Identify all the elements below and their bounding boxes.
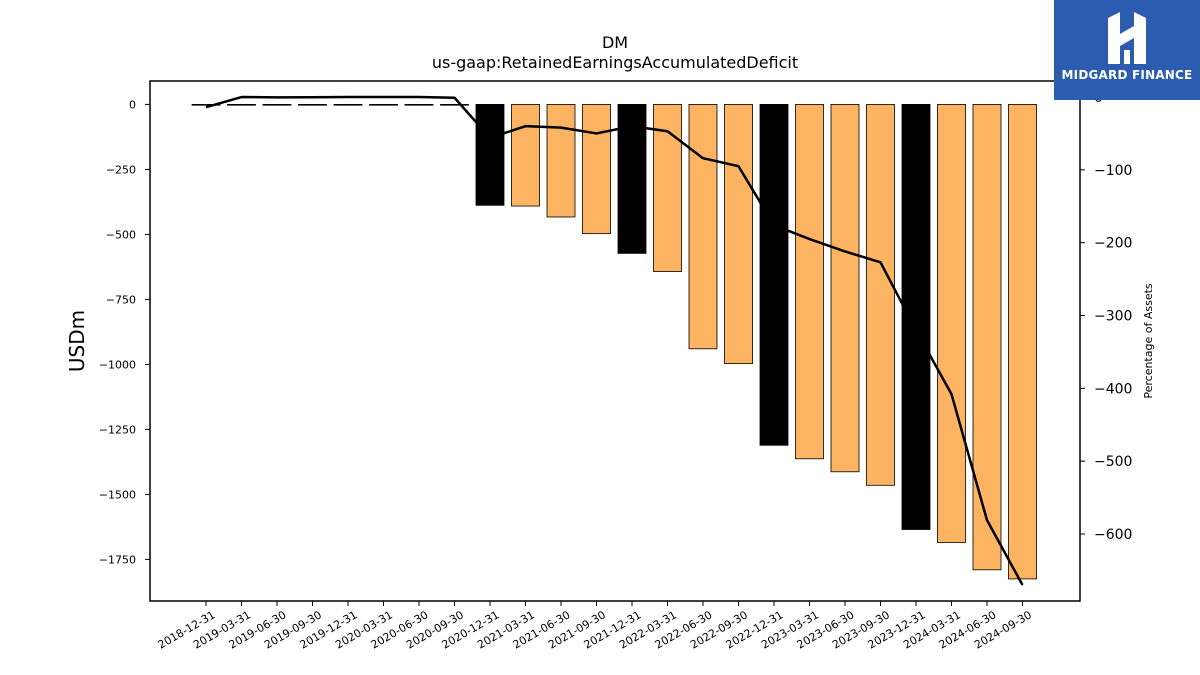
bar [369,104,398,106]
y-tick-label: −750 [106,293,136,306]
logo-text: MIDGARD FINANCE [1061,68,1193,82]
y-axis: 0 −250 −500 −750 −1000 −1250 −1500 −1750 [99,98,150,566]
y2-axis-label: Percentage of Assets [1142,283,1155,399]
bar [937,104,966,543]
y-tick-label: −250 [106,163,136,176]
bar [1008,104,1037,580]
bar [475,104,505,206]
bar [191,104,221,106]
y-tick-label: −1750 [99,553,136,566]
y2-tick-label: −400 [1094,381,1132,397]
y2-tick-label: −200 [1094,236,1132,252]
bar [440,104,469,106]
x-axis: 2018-12-312019-03-312019-06-302019-09-30… [156,601,1034,652]
bar [830,104,860,473]
y2-tick-label: −500 [1094,454,1132,470]
bar [404,104,434,106]
bar [901,104,931,530]
bar [227,104,256,106]
plot-frame [149,80,1081,602]
y-tick-label: −1250 [99,423,136,436]
logo-mark-icon [1108,12,1146,64]
y-tick-label: −1000 [99,358,136,371]
bar [866,104,895,486]
line-series-path [205,95,1024,586]
bars [191,104,1037,580]
y2-tick-label: −300 [1094,309,1132,325]
bar [795,104,824,460]
bar [724,104,753,365]
bar [262,104,292,106]
y-tick-label: −500 [106,228,136,241]
line-series [205,95,1024,586]
y-tick-label: −1500 [99,488,136,501]
brand-logo: MIDGARD FINANCE [1054,0,1200,100]
y-axis-label: USDm [65,310,89,372]
bar [298,104,327,106]
bar [546,104,576,218]
y2-tick-label: −100 [1094,163,1132,179]
bar [759,104,789,446]
chart-title: DM [602,33,628,52]
y-tick-label: 0 [129,98,136,111]
bar [688,104,718,350]
y2-axis: 0−100−200−300−400−500−600 [1080,90,1132,543]
bar [972,104,1002,571]
bar [333,104,363,106]
bar [582,104,611,235]
bar [511,104,540,207]
chart-subtitle: us-gaap:RetainedEarningsAccumulatedDefic… [432,53,798,72]
y2-tick-label: −600 [1094,527,1132,543]
